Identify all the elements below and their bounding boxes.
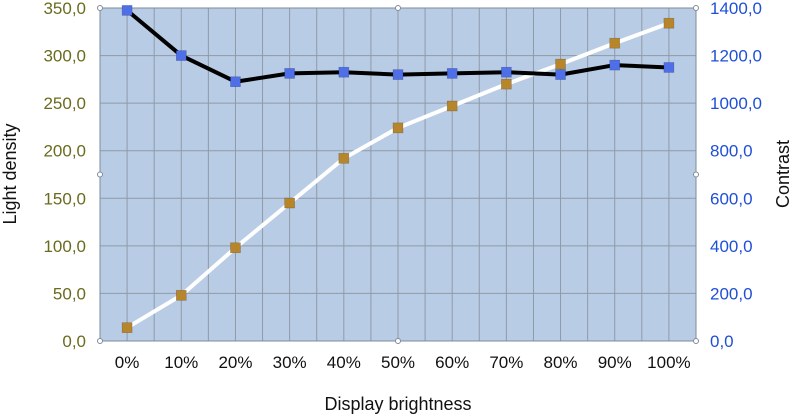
- contrast-point: [501, 66, 512, 78]
- contrast-point: [392, 69, 404, 80]
- right-tick-label: 600,0: [710, 189, 753, 208]
- light-density-point: [392, 122, 404, 134]
- light-density-point: [338, 153, 350, 164]
- x-axis-title: Display brightness: [324, 394, 471, 414]
- light-density-point: [230, 242, 241, 254]
- x-tick-label: 0%: [115, 353, 140, 372]
- left-tick-label: 100,0: [43, 237, 86, 256]
- light-density-point: [501, 78, 512, 90]
- x-tick-label: 30%: [273, 353, 307, 372]
- light-density-point: [284, 197, 295, 209]
- left-tick-label: 350,0: [43, 0, 86, 18]
- light-density-point: [663, 17, 675, 29]
- x-axis-ticks: 0% 10% 20% 30% 40% 50% 60% 70% 80% 90% 100%: [115, 353, 691, 372]
- x-tick-label: 50%: [381, 353, 415, 372]
- right-tick-label: 800,0: [710, 142, 753, 161]
- left-axis-title: Light density: [0, 123, 20, 224]
- light-density-point: [609, 37, 621, 49]
- grid: [99, 7, 697, 342]
- contrast-point: [121, 5, 133, 16]
- light-density-point: [555, 58, 566, 70]
- contrast-point: [338, 66, 350, 78]
- x-tick-label: 100%: [647, 353, 690, 372]
- contrast-point: [284, 68, 295, 79]
- right-tick-label: 200,0: [710, 284, 753, 303]
- x-tick-label: 20%: [218, 353, 252, 372]
- selection-handle: [693, 338, 699, 344]
- right-tick-label: 1000,0: [710, 94, 762, 113]
- x-tick-label: 80%: [544, 353, 578, 372]
- contrast-point: [663, 62, 675, 73]
- right-tick-label: 400,0: [710, 237, 753, 256]
- x-tick-label: 40%: [327, 353, 361, 372]
- selection-handle: [97, 338, 103, 344]
- left-tick-label: 200,0: [43, 142, 86, 161]
- left-tick-label: 300,0: [43, 47, 86, 66]
- left-tick-label: 0,0: [62, 332, 86, 351]
- right-axis-ticks: 0,0 200,0 400,0 600,0 800,0 1000,0 1200,0 1400,…: [710, 0, 762, 351]
- right-tick-label: 0,0: [710, 332, 734, 351]
- light-density-point: [446, 100, 458, 112]
- contrast-point: [609, 59, 621, 71]
- selection-handle: [693, 5, 699, 11]
- contrast-point: [446, 68, 458, 79]
- right-tick-label: 1400,0: [710, 0, 762, 18]
- selection-handle: [97, 171, 103, 178]
- light-density-point: [121, 322, 133, 333]
- x-tick-label: 70%: [489, 353, 523, 372]
- x-tick-label: 60%: [435, 353, 469, 372]
- contrast-point: [230, 76, 241, 88]
- contrast-point: [555, 69, 566, 80]
- left-tick-label: 50,0: [53, 284, 86, 303]
- x-tick-label: 90%: [598, 353, 632, 372]
- left-tick-label: 250,0: [43, 94, 86, 113]
- left-tick-label: 150,0: [43, 189, 86, 208]
- x-tick-label: 10%: [164, 353, 198, 372]
- light-density-point: [175, 290, 187, 301]
- right-axis-title: Contrast: [773, 140, 793, 208]
- contrast-point: [175, 50, 187, 61]
- right-tick-label: 1200,0: [710, 47, 762, 66]
- selection-handle: [693, 171, 699, 178]
- selection-handle: [97, 5, 103, 11]
- selection-handles: [97, 5, 699, 344]
- left-axis-ticks: 0,0 50,0 100,0 150,0 200,0 250,0 300,0 350,0: [43, 0, 86, 351]
- selection-handle: [395, 5, 401, 11]
- selection-handle: [395, 338, 401, 344]
- series-group: [121, 5, 675, 333]
